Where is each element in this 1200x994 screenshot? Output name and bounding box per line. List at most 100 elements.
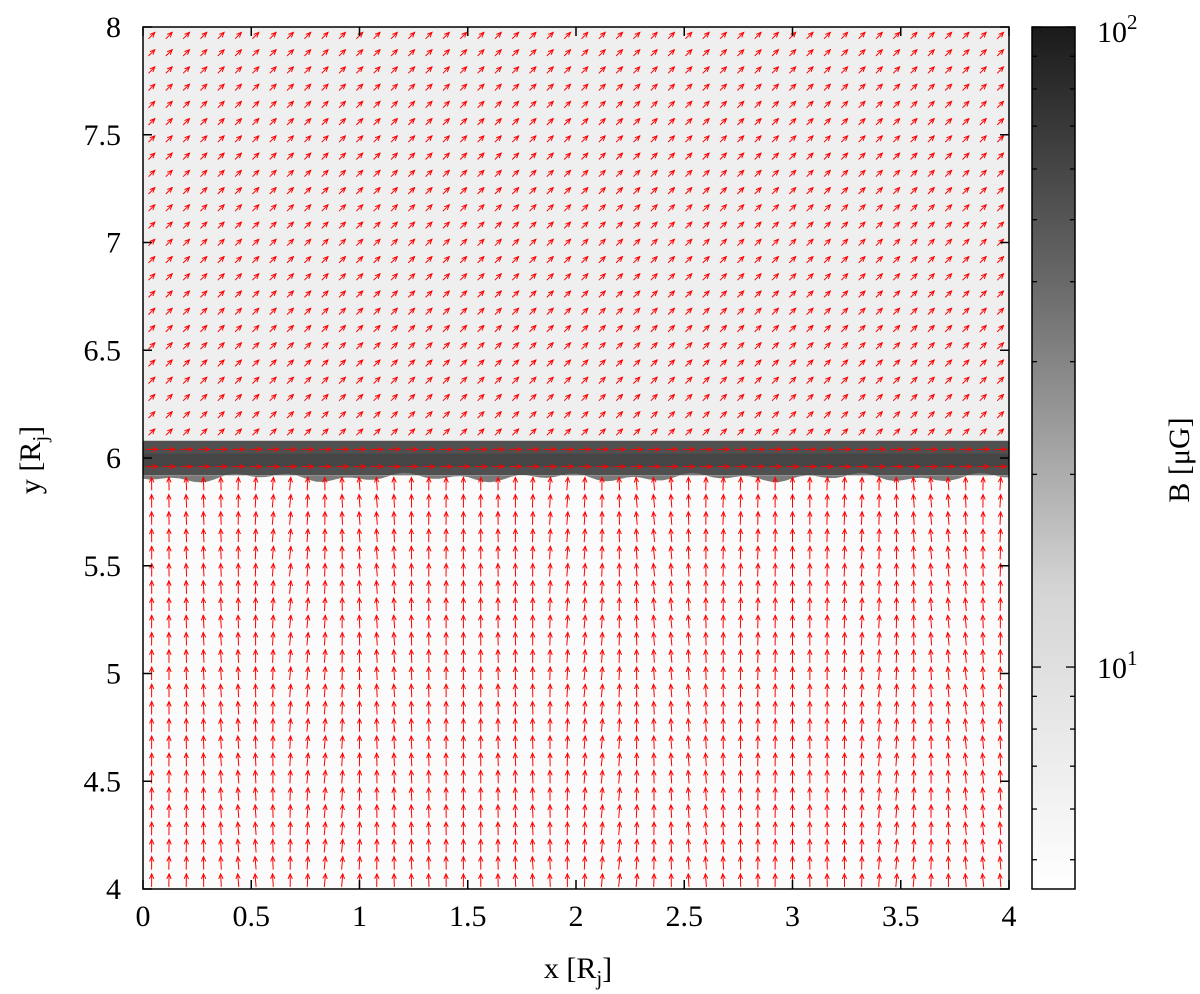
field-vector <box>636 788 637 801</box>
field-vector <box>944 412 951 419</box>
field-vector <box>567 702 568 715</box>
field-vector <box>930 529 931 543</box>
field-vector <box>342 822 343 836</box>
field-vector <box>515 719 516 732</box>
field-vector <box>601 702 602 715</box>
x-tick-label: 3.5 <box>882 900 920 933</box>
field-vector <box>879 702 880 715</box>
field-vector <box>394 477 395 491</box>
field-vector <box>619 753 620 767</box>
field-vector <box>584 615 585 629</box>
field-vector <box>342 857 343 870</box>
field-vector <box>633 429 639 436</box>
field-vector <box>615 412 622 419</box>
field-vector <box>238 822 239 836</box>
field-vector <box>324 771 325 784</box>
field-vector <box>325 598 326 612</box>
field-vector <box>965 805 966 818</box>
field-vector <box>619 857 620 870</box>
field-vector <box>515 805 516 818</box>
field-vector <box>965 581 966 594</box>
field-vector <box>307 650 308 663</box>
field-vector <box>255 753 256 767</box>
field-vector <box>376 477 377 491</box>
field-vector <box>567 529 568 543</box>
field-vector <box>1000 857 1001 870</box>
field-vector <box>532 805 533 818</box>
field-vector <box>307 581 308 594</box>
field-vector <box>982 874 983 887</box>
field-vector <box>359 805 360 818</box>
field-vector <box>290 667 291 681</box>
field-vector <box>203 529 204 543</box>
field-vector <box>705 788 706 801</box>
field-vector <box>619 839 620 853</box>
field-vector <box>861 529 862 543</box>
field-vector <box>601 667 602 681</box>
field-vector <box>806 412 813 419</box>
field-vector <box>429 839 430 853</box>
field-vector <box>948 650 949 663</box>
field-vector <box>671 857 672 870</box>
field-vector <box>148 429 155 436</box>
field-vector <box>931 702 932 715</box>
field-vector <box>290 650 291 663</box>
field-vector <box>459 429 466 436</box>
field-vector <box>515 822 516 836</box>
field-vector <box>965 753 966 767</box>
field-vector <box>238 633 239 646</box>
field-vector <box>965 771 966 784</box>
field-vector <box>788 412 795 419</box>
field-vector <box>324 874 325 887</box>
field-vector <box>221 771 222 784</box>
field-vector <box>338 412 345 419</box>
field-vector <box>567 753 568 767</box>
field-vector <box>601 839 602 853</box>
field-vector <box>879 667 880 681</box>
field-vector <box>688 546 689 560</box>
field-vector <box>671 753 672 767</box>
field-vector <box>373 412 380 419</box>
field-vector <box>875 429 882 436</box>
field-vector <box>359 477 360 491</box>
field-vector <box>896 753 897 767</box>
field-vector <box>394 839 395 853</box>
field-vector <box>255 719 256 732</box>
field-vector <box>563 429 570 436</box>
field-vector <box>602 564 603 577</box>
field-vector <box>688 788 689 801</box>
field-vector <box>879 788 880 801</box>
field-vector <box>983 615 984 629</box>
region-upper-medium <box>143 27 1009 441</box>
field-vector <box>913 495 914 508</box>
field-vector <box>342 736 343 749</box>
field-vector <box>550 495 551 508</box>
field-vector <box>619 771 620 784</box>
field-vector <box>324 633 325 646</box>
field-vector <box>255 771 256 784</box>
field-vector <box>758 564 759 577</box>
field-vector <box>705 771 706 784</box>
field-vector <box>948 615 949 629</box>
field-vector <box>861 581 862 594</box>
field-vector <box>252 412 258 419</box>
field-vector <box>221 546 222 560</box>
field-vector <box>255 512 256 525</box>
field-vector <box>221 839 222 853</box>
field-vector <box>930 512 931 525</box>
field-vector <box>238 684 239 698</box>
field-vector <box>892 429 899 436</box>
field-vector <box>515 770 516 784</box>
field-vector <box>654 736 655 750</box>
field-vector <box>307 788 308 801</box>
field-vector <box>307 564 308 577</box>
field-vector <box>965 495 966 508</box>
field-vector <box>567 477 568 491</box>
field-vector <box>584 736 585 749</box>
field-vector <box>182 429 189 436</box>
field-vector <box>203 581 204 594</box>
field-vector <box>706 753 707 767</box>
field-vector <box>667 429 674 436</box>
field-vector <box>304 412 310 419</box>
field-vector <box>896 805 897 818</box>
